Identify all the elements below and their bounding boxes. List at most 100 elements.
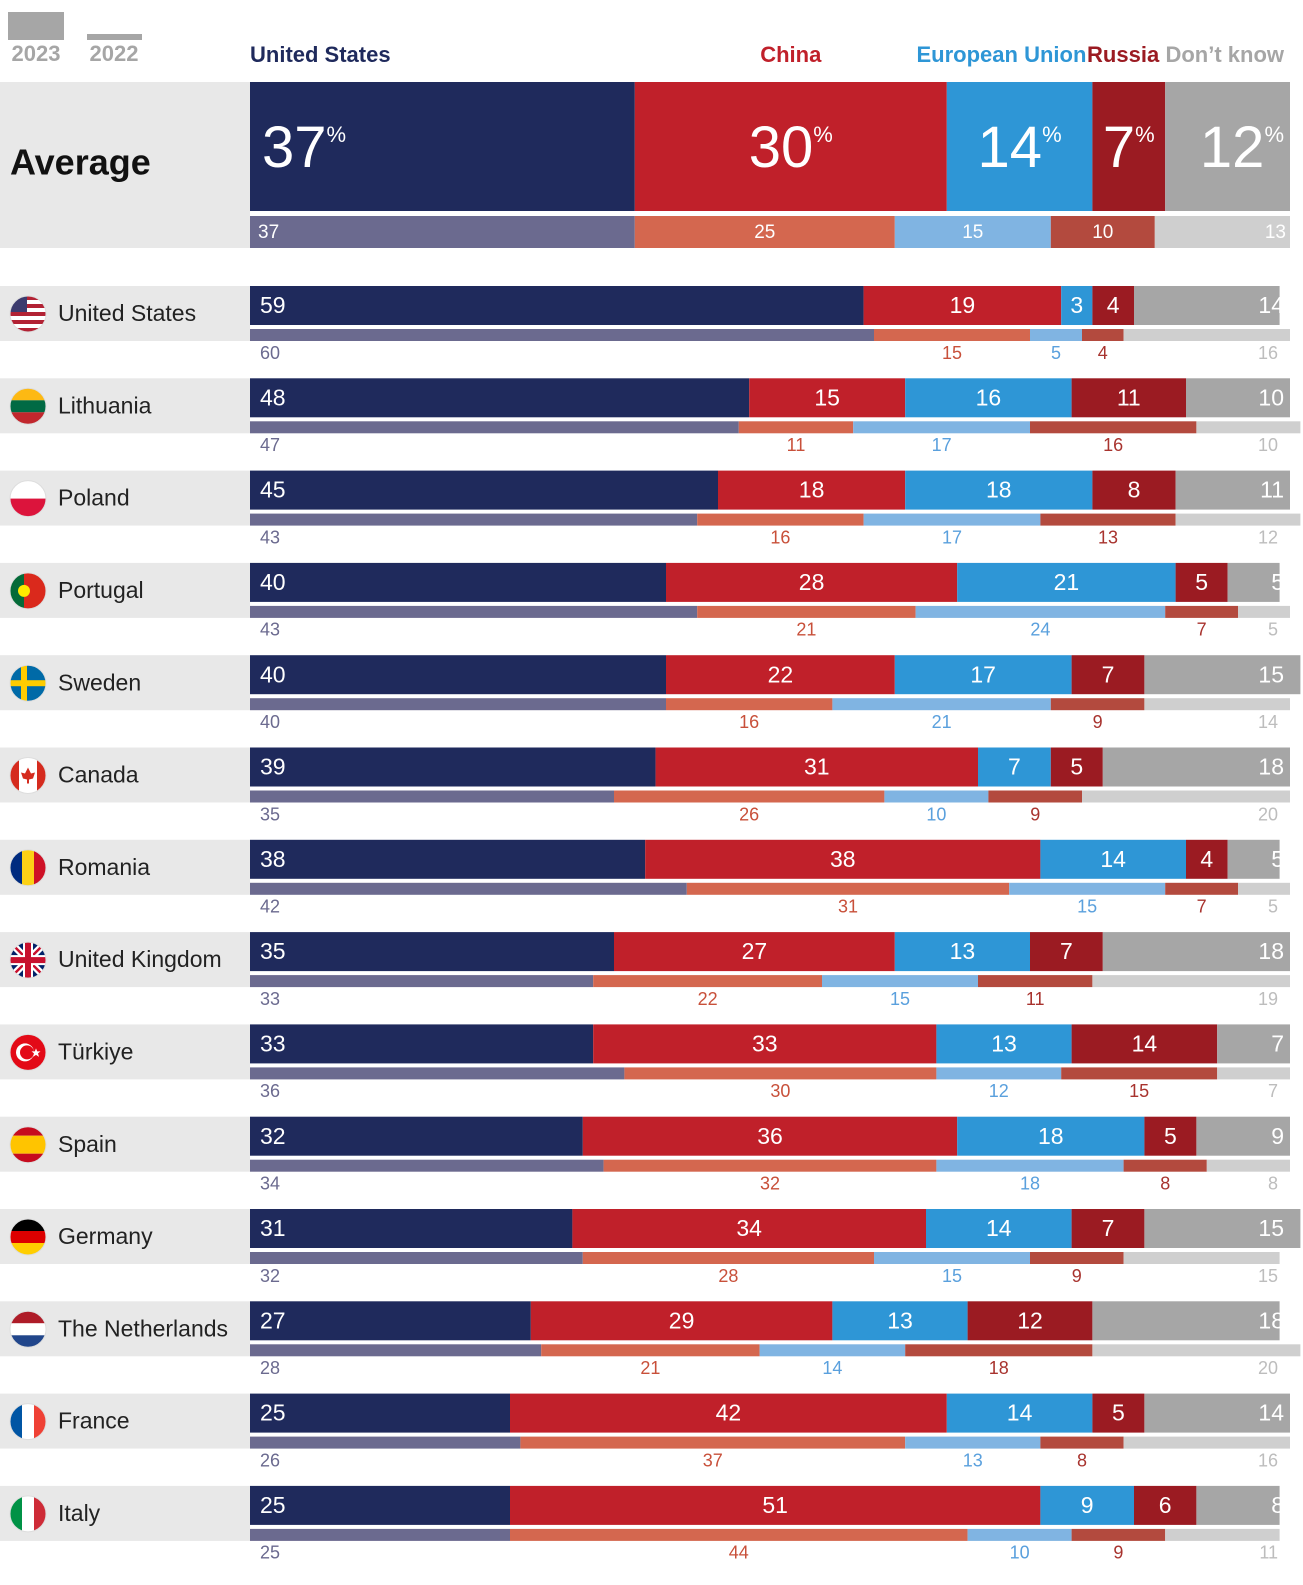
bar-2022: [1061, 1067, 1218, 1080]
value-label-2022: 10: [1258, 435, 1278, 455]
bar-2023: [666, 562, 958, 602]
category-label: Romania: [58, 854, 150, 880]
value-label-2022: 16: [770, 527, 790, 547]
series-name: Don’t know: [1165, 42, 1284, 67]
bar-2023: [1040, 1485, 1134, 1525]
value-label-2022: 4: [1098, 343, 1108, 363]
value-label: 10: [1258, 384, 1284, 410]
value-label-2022: 7: [1268, 1081, 1278, 1101]
bar-2023: [530, 1301, 833, 1341]
bar-2023: [978, 747, 1051, 787]
bar-2023: [967, 1301, 1093, 1341]
value-label: 38: [830, 846, 856, 872]
flag: [9, 941, 47, 979]
bar-2022: [686, 882, 1010, 895]
bar-2023: [905, 470, 1093, 510]
bar-2022: [250, 605, 698, 618]
bar-2023: [894, 932, 1030, 972]
value-label: 18: [986, 477, 1012, 503]
value-label-2022: 30: [770, 1081, 790, 1101]
bar-2023: [250, 378, 750, 418]
flag-part: [10, 1219, 46, 1231]
value-label-2022: 28: [718, 1266, 738, 1286]
value-label-2022: 11: [787, 435, 806, 455]
value-label-2022: 25: [754, 222, 775, 243]
bar-2022: [614, 790, 885, 803]
category-label: Lithuania: [58, 392, 152, 418]
value-label-2022: 5: [1051, 343, 1061, 363]
flag-part: [34, 849, 46, 886]
value-label: 14: [1258, 292, 1284, 318]
bar-2022: [250, 698, 666, 711]
bar-2023: [250, 1485, 510, 1525]
bar-2022: [250, 216, 635, 248]
bar-2022: [666, 698, 833, 711]
flag-part: [10, 296, 46, 300]
bar-2023: [1040, 839, 1186, 879]
value-label-2022: 37: [703, 1450, 723, 1470]
bar-2023: [957, 562, 1176, 602]
bar-2023: [1196, 1116, 1290, 1156]
flag-part: [25, 942, 31, 979]
value-label-2022: 10: [1092, 222, 1113, 243]
value-label-2022: 43: [260, 527, 280, 547]
bar-2023: [250, 470, 718, 510]
flag-clip: [10, 1219, 46, 1255]
bar-2023: [250, 82, 635, 211]
series-name: Russia: [1087, 42, 1160, 67]
value-label: 13: [991, 1030, 1017, 1056]
category-label: Germany: [58, 1223, 153, 1249]
flag: [9, 480, 47, 518]
bar-2023: [1092, 82, 1166, 211]
flag-clip: [10, 849, 46, 886]
flag-outline: [9, 387, 47, 425]
bar-2022: [853, 421, 1030, 434]
bar-2022: [978, 975, 1093, 988]
value-label: 11: [1117, 384, 1141, 410]
value-label-2022: 21: [932, 712, 952, 732]
value-label-2022: 8: [1077, 1450, 1087, 1470]
value-label: 40: [260, 569, 286, 595]
series-name: United States: [250, 42, 391, 67]
flag-part: [10, 388, 46, 401]
bar-2023: [655, 747, 978, 787]
flag-part: [10, 328, 46, 332]
bar-2023: [1144, 655, 1301, 695]
value-label-2022: 15: [942, 1266, 962, 1286]
value-label: 5: [1070, 754, 1083, 780]
value-label: 33: [752, 1030, 778, 1056]
bar-2023: [832, 1301, 968, 1341]
flag-outline: [9, 849, 47, 887]
value-label-2022: 11: [1259, 1543, 1278, 1563]
value-label: 5: [1112, 1400, 1125, 1426]
flag-part: [10, 316, 46, 320]
bar-2022: [1092, 975, 1290, 988]
flag-outline: [9, 1495, 47, 1533]
flag-outline: [9, 572, 47, 610]
flag: [9, 572, 47, 610]
value-label-2022: 8: [1160, 1173, 1170, 1193]
value-label: 8: [1128, 477, 1141, 503]
value-label-2022: 26: [739, 804, 759, 824]
bar-2022: [1071, 1528, 1166, 1541]
value-label: 15: [1258, 1215, 1284, 1241]
value-label: 9: [1271, 1123, 1284, 1149]
flag-part: [31, 1048, 41, 1057]
value-label-2022: 13: [1098, 527, 1118, 547]
flag-part: [34, 1403, 46, 1440]
bar-2023: [1144, 1116, 1197, 1156]
value-label-2022: 15: [942, 343, 962, 363]
bar-2022: [967, 1528, 1072, 1541]
bar-2022: [822, 975, 978, 988]
value-label: 42: [716, 1400, 742, 1426]
bar-2022: [520, 1436, 906, 1449]
flag-part: [10, 300, 46, 304]
bar-2022: [1165, 882, 1238, 895]
flag-part: [24, 572, 46, 609]
bar-2023: [1227, 562, 1280, 602]
bar-2022: [250, 1436, 521, 1449]
bar-2022: [1238, 882, 1290, 895]
category-label: Poland: [58, 485, 130, 511]
bar-2023: [250, 747, 656, 787]
value-label: 12: [1017, 1307, 1043, 1333]
